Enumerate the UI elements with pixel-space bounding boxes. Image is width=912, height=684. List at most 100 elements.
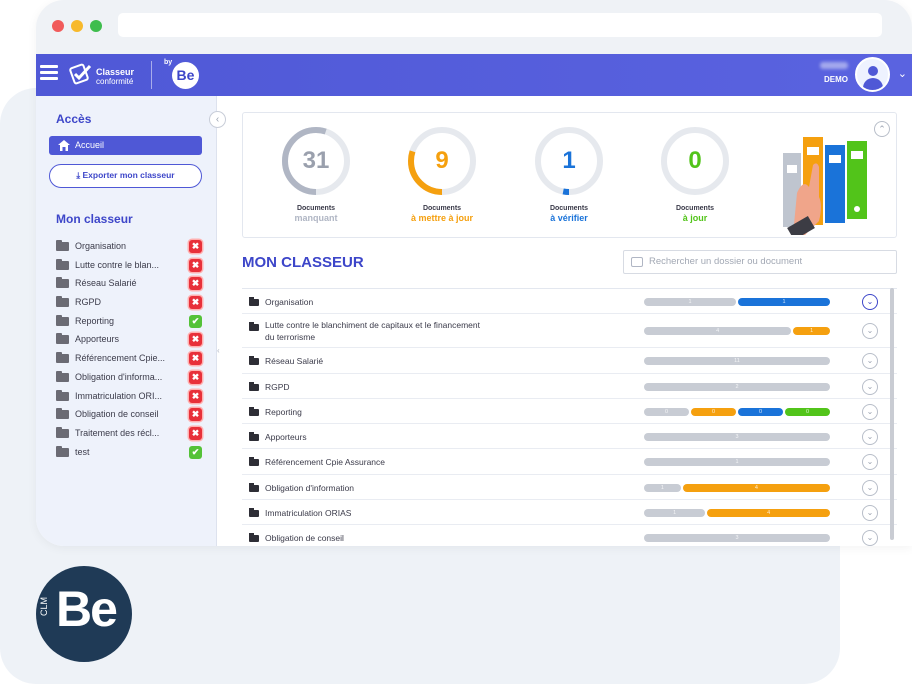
expand-chevron-icon[interactable]: ⌄ (862, 323, 878, 340)
folder-icon (249, 457, 259, 467)
table-row[interactable]: Reporting 0 0 0 0 ⌄ (242, 399, 897, 425)
expand-chevron-icon[interactable]: ⌄ (862, 294, 878, 310)
row-name: Lutte contre le blanchiment de capitaux … (265, 320, 480, 343)
export-button[interactable]: ⤓ Exporter mon classeur (49, 164, 202, 188)
folder-label: Organisation (75, 241, 127, 251)
scrollbar[interactable] (890, 288, 894, 540)
sidebar-folder-item[interactable]: Reporting ✔ (56, 312, 202, 331)
collapse-sidebar-icon[interactable]: ‹ (209, 111, 226, 128)
sidebar-folder-item[interactable]: Apporteurs ✖ (56, 330, 202, 349)
be-logo: Be (172, 62, 199, 89)
row-name: Reporting (265, 406, 302, 417)
sidebar-folder-item[interactable]: Obligation de conseil ✖ (56, 405, 202, 424)
progress-segment: 1 (644, 483, 681, 492)
sidebar: Accès Accueil ⤓ Exporter mon classeur Mo… (36, 96, 217, 546)
table-row[interactable]: Obligation de conseil 3 ⌄ (242, 525, 897, 546)
table-row[interactable]: Lutte contre le blanchiment de capitaux … (242, 314, 897, 349)
folder-search-icon (631, 257, 643, 267)
download-icon: ⤓ (76, 170, 81, 180)
folder-label: Apporteurs (75, 334, 120, 345)
folder-icon (249, 406, 259, 416)
folder-icon (249, 356, 259, 366)
expand-chevron-icon[interactable]: ⌄ (862, 378, 878, 395)
progress-segment: 0 (691, 407, 736, 416)
cross-icon: ✖ (189, 296, 202, 310)
expand-chevron-icon[interactable]: ⌄ (862, 429, 878, 446)
table-row[interactable]: Réseau Salarié 11 ⌄ (242, 348, 897, 374)
cross-icon: ✖ (189, 333, 202, 347)
export-label: Exporter mon classeur (82, 170, 175, 180)
sidebar-folder-item[interactable]: test ✔ (56, 443, 202, 462)
logo-subtitle: conformité (96, 77, 134, 86)
close-window-button[interactable] (52, 20, 64, 32)
sidebar-folder-item[interactable]: Lutte contre le blan... ✖ (56, 256, 202, 275)
cross-icon: ✖ (189, 389, 202, 403)
folder-icon (56, 277, 69, 289)
sidebar-resize-handle[interactable]: ‹ (217, 346, 220, 355)
chevron-up-icon[interactable]: ⌃ (874, 121, 890, 137)
chevron-down-icon[interactable]: ⌄ (897, 68, 907, 80)
table-row[interactable]: Apporteurs 3 ⌄ (242, 424, 897, 450)
sidebar-folder-item[interactable]: Organisation ✖ (56, 237, 202, 256)
expand-chevron-icon[interactable]: ⌄ (862, 403, 878, 420)
row-name: RGPD (265, 381, 290, 392)
table-row[interactable]: Obligation d'information 1 4 ⌄ (242, 475, 897, 501)
progress-segment: 3 (644, 534, 830, 543)
accueil-label: Accueil (75, 140, 105, 150)
sidebar-folder-item[interactable]: Immatriculation ORI... ✖ (56, 387, 202, 406)
stat-sublabel: à vérifier (550, 213, 588, 223)
sidebar-folder-item[interactable]: Réseau Salarié ✖ (56, 274, 202, 293)
sidebar-item-accueil[interactable]: Accueil (49, 136, 202, 155)
cross-icon: ✖ (189, 258, 202, 272)
folder-label: Reporting (75, 315, 115, 326)
table-row[interactable]: RGPD 2 ⌄ (242, 374, 897, 399)
stat-label: Documents (549, 205, 589, 212)
address-bar[interactable] (118, 13, 882, 37)
expand-chevron-icon[interactable]: ⌄ (862, 353, 878, 370)
folder-icon (249, 297, 259, 306)
stat-label: Documents (675, 205, 715, 212)
expand-chevron-icon[interactable]: ⌄ (862, 454, 878, 471)
cross-icon: ✖ (189, 408, 202, 422)
browser-titlebar (36, 0, 912, 54)
row-name: Obligation de conseil (265, 533, 344, 544)
stat-value: 1 (562, 147, 576, 174)
expand-chevron-icon[interactable]: ⌄ (862, 530, 878, 546)
folder-icon (56, 240, 69, 251)
table-row[interactable]: Référencement Cpie Assurance 1 ⌄ (242, 449, 897, 475)
folder-label: Traitement des récl... (75, 427, 160, 438)
folder-icon (249, 533, 259, 543)
folder-icon (56, 352, 69, 364)
classeur-logo-icon (69, 63, 92, 85)
user-avatar-icon[interactable] (855, 57, 890, 92)
table-row[interactable]: Immatriculation ORIAS 1 4 ⌄ (242, 500, 897, 526)
folder-list: Organisation ✖ Lutte contre le blan... ✖ Rés… (56, 237, 202, 461)
classeur-table: Organisation 1 1 ⌄ Lutte contre le blanchime… (242, 288, 897, 546)
stat-card: 1 Documents à vérifier (514, 124, 624, 223)
cross-icon: ✖ (189, 426, 202, 440)
search-placeholder: Rechercher un dossier ou document (649, 256, 803, 267)
maximize-window-button[interactable] (90, 20, 102, 32)
sidebar-folder-item[interactable]: Référencement Cpie... ✖ (56, 349, 202, 368)
folder-icon (56, 445, 69, 457)
stat-label: Documents (296, 205, 336, 212)
stat-card: 9 Documents à mettre à jour (387, 124, 497, 223)
expand-chevron-icon[interactable]: ⌄ (862, 505, 878, 522)
sidebar-folder-item[interactable]: Obligation d'informa... ✖ (56, 368, 202, 387)
sidebar-folder-item[interactable]: Traitement des récl... ✖ (56, 424, 202, 443)
progress-segment: 4 (644, 327, 792, 336)
row-name: Immatriculation ORIAS (265, 508, 352, 519)
sidebar-folder-item[interactable]: RGPD ✖ (56, 293, 202, 312)
expand-chevron-icon[interactable]: ⌄ (862, 479, 878, 496)
table-row[interactable]: Organisation 1 1 ⌄ (242, 289, 897, 315)
folder-icon (56, 258, 69, 270)
stats-card: 31 Documents manquant 9 Documents à mettre à … (242, 112, 897, 238)
search-input[interactable]: Rechercher un dossier ou document (623, 250, 897, 274)
menu-icon[interactable] (40, 65, 58, 81)
folder-icon (56, 426, 69, 438)
minimize-window-button[interactable] (71, 20, 83, 32)
progress-segment: 2 (644, 382, 830, 391)
stat-card: 0 Documents à jour (640, 124, 750, 223)
